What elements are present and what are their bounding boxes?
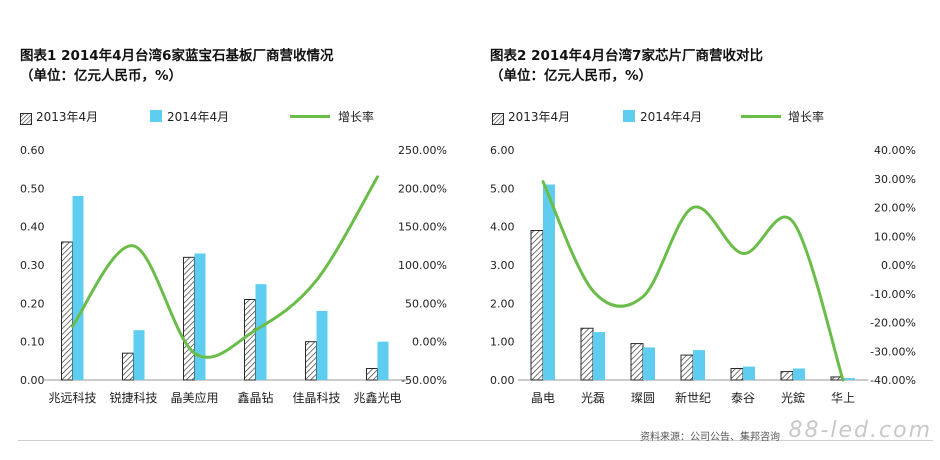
x-tick-label: 晶电: [531, 391, 555, 405]
y2-tick-label: 10.00%: [874, 230, 916, 243]
footer-divider: [18, 440, 933, 441]
bar-2014: [255, 284, 267, 380]
bar-2014: [843, 378, 855, 380]
y2-tick-label: 250.00%: [398, 144, 447, 157]
y2-tick-label: 200.00%: [398, 182, 447, 195]
chart-plot-2: 0.00 1.00 2.00 3.00 4.00 5.00 6.00 -40.00% -30.0…: [490, 144, 916, 405]
legend-label-2014: 2014年4月: [640, 110, 703, 124]
bar-2014: [693, 350, 705, 380]
y-tick-label: 0.20: [20, 297, 45, 310]
y2-tick-label: -40.00%: [870, 374, 916, 387]
y2-tick-label: -20.00%: [870, 317, 916, 330]
watermark: 88-led.com: [788, 418, 932, 443]
x-tick-label: 兆鑫光电: [353, 390, 401, 405]
bar-2013: [122, 352, 134, 381]
y-tick-label: 0.10: [20, 336, 45, 349]
y-tick-label: 0.00: [20, 374, 45, 387]
bar-2014: [743, 366, 755, 380]
legend-label-growth: 增长率: [338, 110, 375, 124]
x-tick-label: 光磊: [581, 391, 605, 405]
bar-2014: [316, 311, 328, 380]
y2-tick-label: 150.00%: [398, 221, 447, 234]
y-tick-label: 2.00: [490, 297, 515, 310]
y2-tick-label: -50.00%: [401, 374, 447, 387]
legend-label-2013: 2013年4月: [36, 110, 99, 124]
y2-tick-label: 40.00%: [874, 144, 916, 157]
legend-swatch-growth: [290, 115, 330, 118]
x-tick-label: 佳晶科技: [292, 391, 340, 405]
y2-tick-label: 50.00%: [405, 297, 447, 310]
y2-tick-label: -10.00%: [870, 288, 916, 301]
bar-2014: [377, 341, 389, 380]
chart-subtitle: （单位：亿元人民币，%）: [490, 68, 653, 84]
chart-plot-1: 0.00 0.10 0.20 0.30 0.40 0.50 0.60 -50.00% 0.00%…: [20, 144, 447, 405]
source-note: 资料来源：公司公告、集邦咨询: [640, 432, 780, 443]
y2-tick-label: 0.00%: [412, 336, 447, 349]
y2-tick-label: 30.00%: [874, 173, 916, 186]
y-tick-label: 1.00: [490, 336, 515, 349]
legend-swatch-2014: [150, 110, 162, 122]
x-tick-label: 华上: [831, 391, 855, 405]
x-tick-label: 璨圆: [631, 391, 655, 405]
bar-2014: [72, 196, 84, 380]
chart-title: 图表2 2014年4月台湾7家芯片厂商营收对比: [490, 48, 763, 64]
y-tick-label: 0.60: [20, 144, 45, 157]
bar-2013: [730, 368, 744, 381]
x-tick-label: 光鋐: [781, 390, 805, 405]
x-tick-label: 鑫晶钻: [237, 390, 273, 405]
chart-panel-1: 图表1 2014年4月台湾6家蓝宝石基板厂商营收情况 （单位：亿元人民币，%） …: [20, 48, 447, 405]
bar-2014: [543, 184, 555, 380]
legend-label-2014: 2014年4月: [167, 110, 230, 124]
bar-2013: [780, 371, 794, 381]
y-tick-label: 0.00: [490, 374, 515, 387]
bar-2014: [133, 330, 145, 380]
growth-rate-line: [541, 180, 845, 382]
growth-rate-line: [71, 175, 379, 359]
legend-label-2013: 2013年4月: [508, 110, 571, 124]
chart-subtitle: （单位：亿元人民币，%）: [20, 68, 183, 84]
bar-2013: [183, 256, 195, 381]
bar-2014: [194, 253, 206, 380]
bar-2013: [530, 230, 544, 381]
bar-2013: [61, 241, 73, 381]
chart-panel-2: 图表2 2014年4月台湾7家芯片厂商营收对比 （单位：亿元人民币，%） 201…: [470, 0, 940, 460]
bar-2013: [630, 343, 644, 381]
bar-2013: [580, 327, 594, 381]
y-tick-label: 5.00: [490, 182, 515, 195]
y-tick-label: 0.50: [20, 182, 45, 195]
y-tick-label: 6.00: [490, 144, 515, 157]
bar-2013: [244, 299, 256, 381]
x-tick-label: 锐捷科技: [109, 391, 157, 405]
x-tick-label: 晶美应用: [170, 390, 218, 405]
bar-2013: [680, 354, 694, 381]
y2-tick-label: -30.00%: [870, 345, 916, 358]
y-tick-label: 0.30: [20, 259, 45, 272]
legend-swatch-growth: [741, 115, 781, 118]
chart-title: 图表1 2014年4月台湾6家蓝宝石基板厂商营收情况: [20, 48, 334, 64]
bar-2013: [305, 341, 317, 381]
bar-2014: [643, 347, 655, 380]
y2-tick-label: 20.00%: [874, 202, 916, 215]
bar-2013: [366, 368, 378, 381]
y-tick-label: 3.00: [490, 259, 515, 272]
y-tick-label: 4.00: [490, 221, 515, 234]
legend-swatch-2013: [20, 110, 32, 125]
y-tick-label: 0.40: [20, 221, 45, 234]
legend-swatch-2014: [623, 110, 635, 122]
bar-2014: [593, 332, 605, 380]
y2-tick-label: 0.00%: [881, 259, 916, 272]
x-tick-label: 泰谷: [731, 391, 755, 405]
x-tick-label: 新世纪: [675, 390, 711, 405]
legend-swatch-2013: [492, 110, 504, 125]
x-tick-label: 兆远科技: [48, 391, 96, 405]
legend-label-growth: 增长率: [788, 110, 825, 124]
y2-tick-label: 100.00%: [398, 259, 447, 272]
bar-2014: [793, 368, 805, 380]
